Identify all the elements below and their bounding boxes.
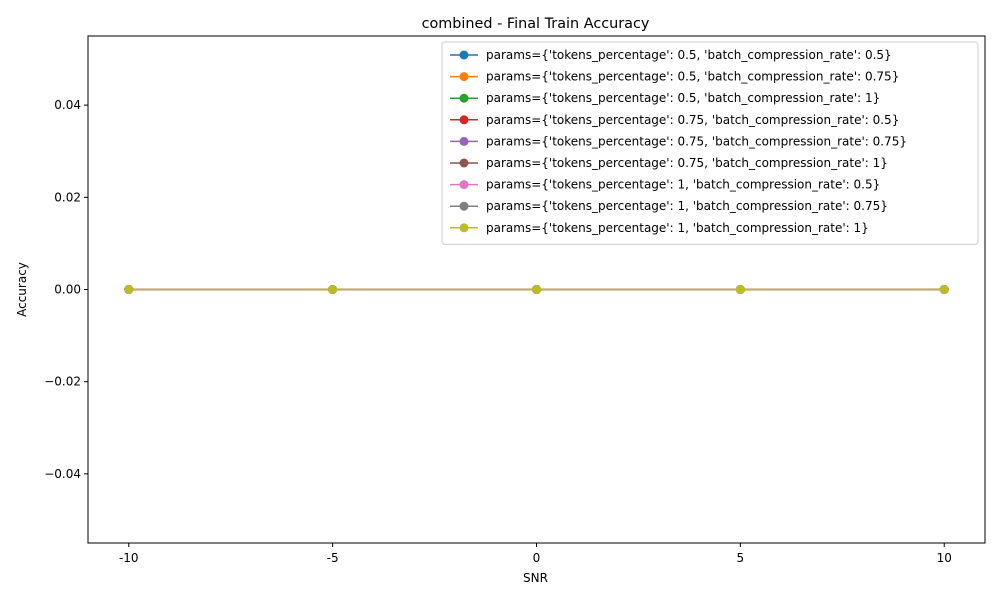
x-tick-label: 0	[533, 551, 541, 565]
plot-area: -10 -5 0 5 10 −0.04 −0.02 0.00 0.02 0.04	[44, 35, 986, 565]
y-tick-label: −0.02	[44, 375, 81, 389]
legend-entry-label: params={'tokens_percentage': 0.75, 'batc…	[486, 134, 907, 148]
x-axis-label: SNR	[523, 571, 548, 585]
y-tick-label: 0.00	[54, 283, 81, 297]
legend-marker	[459, 72, 469, 82]
legend-marker	[459, 180, 469, 190]
legend-marker	[459, 115, 469, 125]
legend-marker	[459, 201, 469, 211]
legend-entry-label: params={'tokens_percentage': 1, 'batch_c…	[486, 178, 880, 192]
data-point	[328, 285, 338, 294]
x-tick-label: -10	[119, 551, 139, 565]
legend: params={'tokens_percentage': 0.5, 'batch…	[441, 41, 979, 245]
legend-box	[441, 41, 979, 245]
legend-entry-label: params={'tokens_percentage': 0.75, 'batc…	[486, 156, 888, 170]
legend-marker	[459, 50, 469, 60]
legend-entry-label: params={'tokens_percentage': 0.5, 'batch…	[486, 70, 899, 84]
legend-marker	[459, 223, 469, 233]
y-axis-label: Accuracy	[15, 262, 29, 317]
legend-marker	[459, 93, 469, 103]
x-tick-label: -5	[327, 551, 339, 565]
y-tick-label: 0.04	[54, 98, 81, 112]
y-tick-label: 0.02	[54, 190, 81, 204]
legend-marker	[459, 158, 469, 168]
legend-entry-label: params={'tokens_percentage': 0.75, 'batc…	[486, 113, 899, 127]
data-point	[124, 285, 134, 294]
legend-entry-label: params={'tokens_percentage': 0.5, 'batch…	[486, 91, 880, 105]
legend-marker	[459, 136, 469, 146]
y-tick-label: −0.04	[44, 467, 81, 481]
data-point	[735, 285, 745, 294]
data-point	[939, 285, 949, 294]
x-tick-label: 5	[737, 551, 745, 565]
legend-entry-label: params={'tokens_percentage': 0.5, 'batch…	[486, 48, 892, 62]
chart-title: combined - Final Train Accuracy	[422, 16, 650, 32]
x-tick-label: 10	[937, 551, 952, 565]
legend-entry-label: params={'tokens_percentage': 1, 'batch_c…	[486, 221, 869, 235]
data-point	[532, 285, 541, 294]
legend-entry-label: params={'tokens_percentage': 1, 'batch_c…	[486, 199, 888, 213]
